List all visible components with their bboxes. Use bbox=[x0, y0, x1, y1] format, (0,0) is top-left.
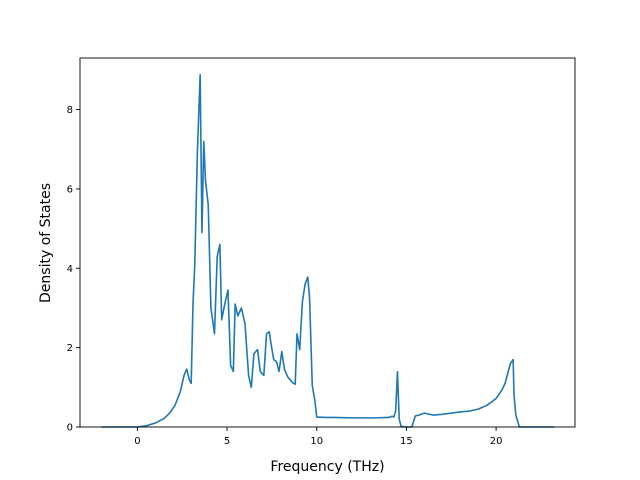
x-tick-label: 15 bbox=[400, 436, 413, 447]
y-tick-label: 6 bbox=[67, 184, 73, 195]
y-tick-label: 0 bbox=[67, 423, 73, 434]
x-axis-label: Frequency (THz) bbox=[270, 459, 384, 475]
plot-background bbox=[80, 58, 575, 427]
series-layer bbox=[100, 73, 555, 428]
dos-series-line-0 bbox=[100, 73, 555, 428]
y-tick-label: 4 bbox=[67, 264, 73, 275]
x-tick-label: 20 bbox=[490, 436, 503, 447]
x-tick-label: 0 bbox=[134, 436, 140, 447]
x-tick-label: 10 bbox=[310, 436, 323, 447]
y-tick-label: 8 bbox=[67, 105, 73, 116]
y-axis-label: Density of States bbox=[38, 183, 54, 303]
plot-frame bbox=[79, 57, 576, 428]
axes: 0 5 10 15 20 0 2 4 6 8 bbox=[67, 57, 576, 447]
y-tick-label: 2 bbox=[67, 343, 73, 354]
x-tick-label: 5 bbox=[224, 436, 230, 447]
plot-area bbox=[80, 58, 575, 427]
